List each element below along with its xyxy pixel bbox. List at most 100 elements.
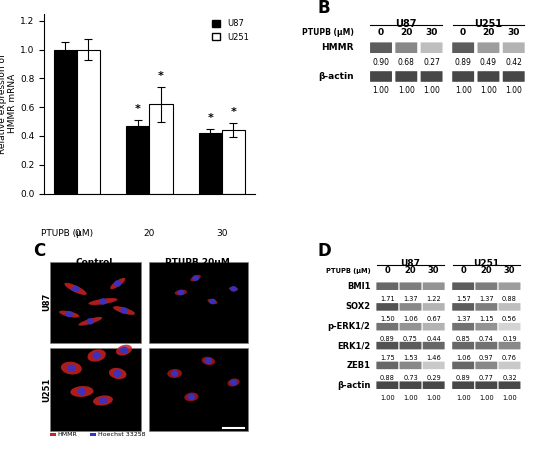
Ellipse shape [87,349,106,362]
Text: Control: Control [76,258,113,267]
Text: 0: 0 [378,28,384,37]
Circle shape [99,298,107,305]
Text: 1.71: 1.71 [380,296,395,302]
Text: HMMR: HMMR [58,432,78,437]
Text: 1.00: 1.00 [502,395,517,400]
Text: 30: 30 [508,28,520,37]
FancyBboxPatch shape [423,342,444,349]
Ellipse shape [201,357,215,365]
FancyBboxPatch shape [399,303,421,310]
FancyBboxPatch shape [399,382,421,389]
Circle shape [171,370,178,377]
Text: 0.49: 0.49 [480,58,497,67]
Text: 30: 30 [504,266,515,275]
Text: 0.32: 0.32 [502,375,517,381]
Text: 0: 0 [384,266,390,275]
Circle shape [114,280,122,287]
Circle shape [178,290,184,295]
Text: 0.85: 0.85 [456,336,471,342]
FancyBboxPatch shape [498,283,520,290]
Bar [126,126,149,194]
Text: 20: 20 [405,266,416,275]
FancyBboxPatch shape [370,42,392,53]
FancyBboxPatch shape [421,71,443,82]
Bar [149,104,173,194]
Text: 1.37: 1.37 [403,296,418,302]
Text: 0.74: 0.74 [479,336,494,342]
Text: 1.75: 1.75 [380,355,395,361]
Text: 0.88: 0.88 [502,296,517,302]
Bar [50,348,141,431]
Ellipse shape [109,368,126,379]
Bar [222,130,245,194]
Text: 1.37: 1.37 [456,316,470,322]
FancyBboxPatch shape [477,71,499,82]
FancyBboxPatch shape [452,303,474,310]
Text: 0.90: 0.90 [372,58,389,67]
FancyBboxPatch shape [376,342,398,349]
FancyBboxPatch shape [475,342,497,349]
Text: U87: U87 [395,19,417,29]
Ellipse shape [190,275,201,281]
Circle shape [120,346,128,354]
Bar [50,262,141,343]
FancyBboxPatch shape [498,362,520,369]
Ellipse shape [229,287,238,291]
Bar [90,433,96,436]
Text: 1.00: 1.00 [398,86,415,95]
Legend: U87, U251: U87, U251 [210,18,250,43]
FancyBboxPatch shape [399,283,421,290]
Text: 1.00: 1.00 [479,395,494,400]
FancyBboxPatch shape [376,362,398,369]
Ellipse shape [93,396,113,405]
Text: 1.00: 1.00 [380,395,395,400]
Circle shape [188,394,195,400]
Circle shape [67,364,75,372]
Text: 0: 0 [74,230,80,238]
Text: 0.19: 0.19 [502,336,517,342]
Ellipse shape [64,283,87,295]
FancyBboxPatch shape [475,323,497,330]
Circle shape [209,299,216,304]
Text: U87: U87 [43,292,52,310]
Text: 1.00: 1.00 [403,395,418,400]
Circle shape [230,379,238,386]
Text: 0: 0 [460,266,466,275]
Text: ZEB1: ZEB1 [346,361,371,370]
FancyBboxPatch shape [498,323,520,330]
Text: 0.89: 0.89 [455,58,471,67]
Ellipse shape [70,386,94,397]
FancyBboxPatch shape [452,362,474,369]
Text: 1.00: 1.00 [456,395,471,400]
Text: 1.00: 1.00 [480,86,497,95]
Circle shape [92,352,101,359]
Ellipse shape [116,345,132,356]
Text: 1.00: 1.00 [455,86,471,95]
FancyBboxPatch shape [498,342,520,349]
Ellipse shape [175,290,187,295]
Text: U251: U251 [474,259,499,268]
FancyBboxPatch shape [475,303,497,310]
Text: β-actin: β-actin [337,381,371,390]
Text: 1.06: 1.06 [403,316,418,322]
Text: 1.57: 1.57 [456,296,471,302]
Text: 0.89: 0.89 [456,375,471,381]
FancyBboxPatch shape [421,42,443,53]
Text: 0.89: 0.89 [380,336,395,342]
FancyBboxPatch shape [475,362,497,369]
Text: 20: 20 [482,28,494,37]
FancyBboxPatch shape [423,323,444,330]
FancyBboxPatch shape [399,342,421,349]
Circle shape [192,275,199,281]
Ellipse shape [228,378,240,387]
Text: p-ERK1/2: p-ERK1/2 [328,322,371,331]
Ellipse shape [110,278,125,289]
Text: 0.76: 0.76 [502,355,517,361]
Text: 0.68: 0.68 [398,58,415,67]
FancyBboxPatch shape [452,323,474,330]
Bar [77,50,100,194]
Text: 1.46: 1.46 [426,355,441,361]
Text: 1.37: 1.37 [479,296,494,302]
Text: D: D [318,242,332,260]
Text: 0.97: 0.97 [479,355,494,361]
